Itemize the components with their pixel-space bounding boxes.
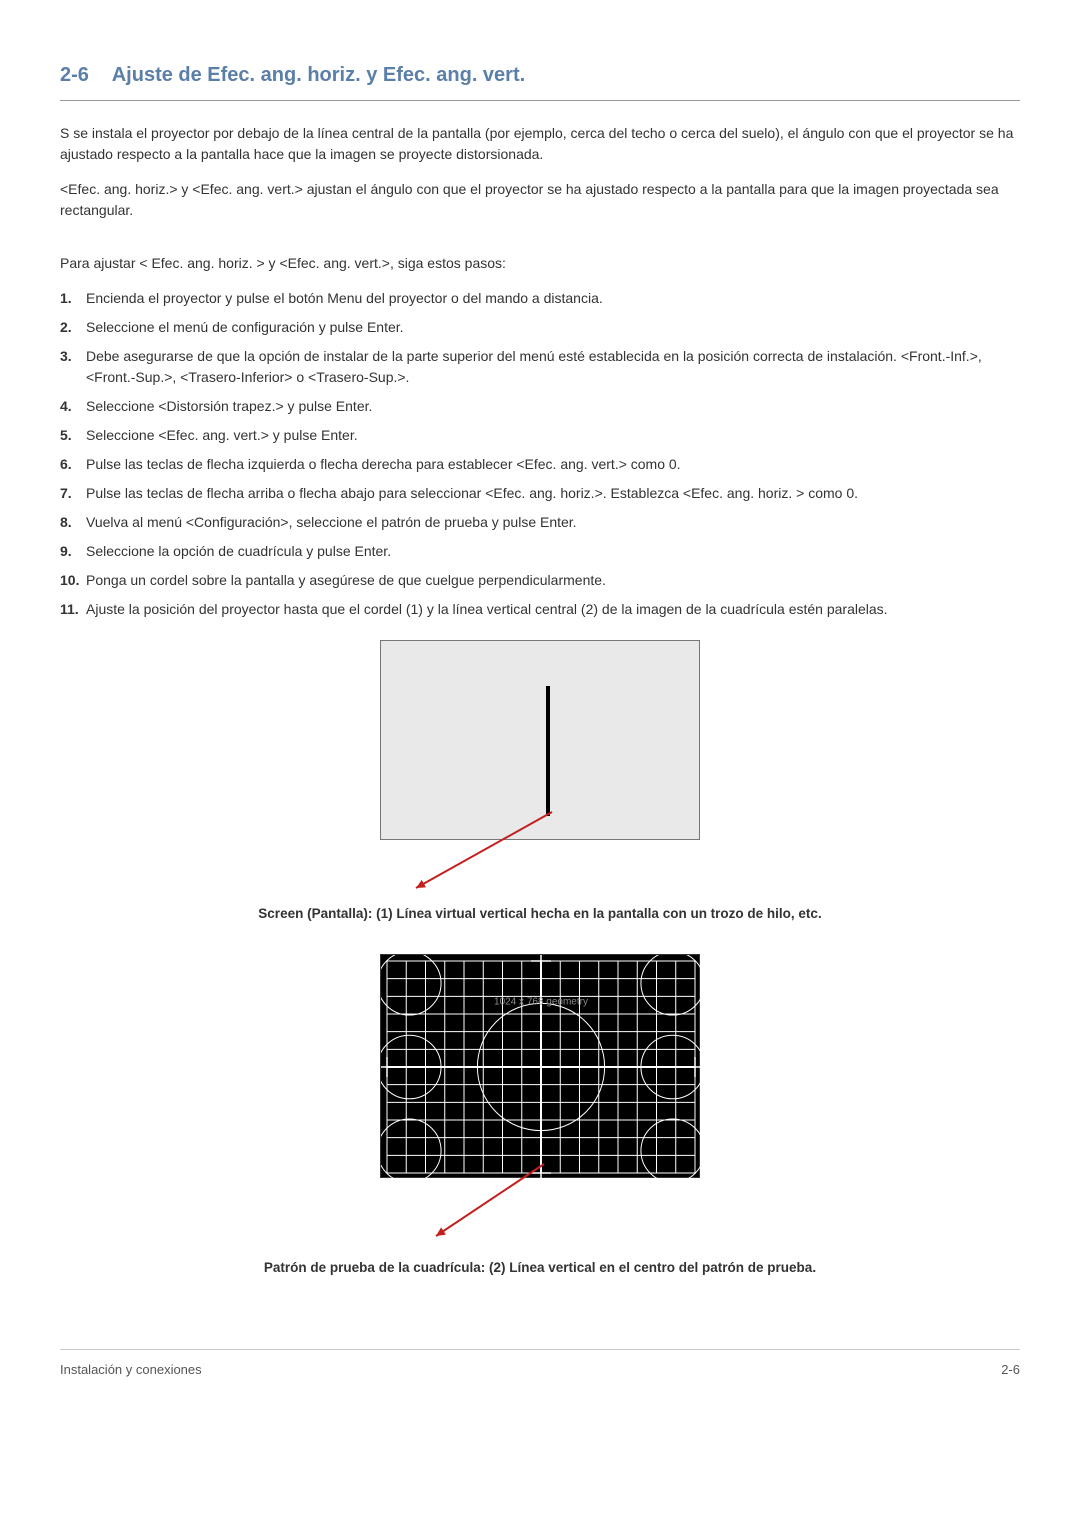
step-text: Seleccione el menú de configuración y pu…: [86, 317, 1020, 338]
step-number: 8.: [60, 512, 86, 533]
figure-1-container: [60, 640, 1020, 890]
step-number: 1.: [60, 288, 86, 309]
step-text: Seleccione <Distorsión trapez.> y pulse …: [86, 396, 1020, 417]
figure-1-caption: Screen (Pantalla): (1) Línea virtual ver…: [60, 904, 1020, 924]
intro-paragraph-2: <Efec. ang. horiz.> y <Efec. ang. vert.>…: [60, 179, 1020, 221]
step-number: 10.: [60, 570, 86, 591]
footer-right: 2-6: [1001, 1360, 1020, 1380]
step-number: 7.: [60, 483, 86, 504]
section-title: Ajuste de Efec. ang. horiz. y Efec. ang.…: [112, 64, 525, 86]
step-item: 1.Encienda el proyector y pulse el botón…: [60, 288, 1020, 309]
step-item: 2.Seleccione el menú de configuración y …: [60, 317, 1020, 338]
section-heading: 2-6 Ajuste de Efec. ang. horiz. y Efec. …: [60, 60, 1020, 101]
step-text: Pulse las teclas de flecha izquierda o f…: [86, 454, 1020, 475]
figure-1: [380, 640, 700, 890]
step-item: 5.Seleccione <Efec. ang. vert.> y pulse …: [60, 425, 1020, 446]
step-text: Seleccione la opción de cuadrícula y pul…: [86, 541, 1020, 562]
step-number: 4.: [60, 396, 86, 417]
step-item: 11.Ajuste la posición del proyector hast…: [60, 599, 1020, 620]
step-item: 3.Debe asegurarse de que la opción de in…: [60, 346, 1020, 388]
step-number: 9.: [60, 541, 86, 562]
step-item: 4.Seleccione <Distorsión trapez.> y puls…: [60, 396, 1020, 417]
intro-paragraph-3: Para ajustar < Efec. ang. horiz. > y <Ef…: [60, 253, 1020, 274]
figure-2-arrow-svg: [380, 954, 700, 1254]
step-text: Debe asegurarse de que la opción de inst…: [86, 346, 1020, 388]
page-footer: Instalación y conexiones 2-6: [60, 1349, 1020, 1380]
step-text: Ajuste la posición del proyector hasta q…: [86, 599, 1020, 620]
intro-paragraph-1: S se instala el proyector por debajo de …: [60, 123, 1020, 165]
step-text: Encienda el proyector y pulse el botón M…: [86, 288, 1020, 309]
figure-2-container: 1024 x 768 geometry: [60, 954, 1020, 1244]
step-item: 7.Pulse las teclas de flecha arriba o fl…: [60, 483, 1020, 504]
step-item: 8.Vuelva al menú <Configuración>, selecc…: [60, 512, 1020, 533]
step-text: Vuelva al menú <Configuración>, seleccio…: [86, 512, 1020, 533]
figure-2-caption: Patrón de prueba de la cuadrícula: (2) L…: [60, 1258, 1020, 1278]
step-number: 11.: [60, 599, 86, 620]
step-item: 10.Ponga un cordel sobre la pantalla y a…: [60, 570, 1020, 591]
step-text: Seleccione <Efec. ang. vert.> y pulse En…: [86, 425, 1020, 446]
footer-left: Instalación y conexiones: [60, 1360, 202, 1380]
steps-list: 1.Encienda el proyector y pulse el botón…: [60, 288, 1020, 620]
section-number: 2-6: [60, 64, 89, 86]
step-text: Pulse las teclas de flecha arriba o flec…: [86, 483, 1020, 504]
step-number: 3.: [60, 346, 86, 367]
step-number: 2.: [60, 317, 86, 338]
step-item: 6.Pulse las teclas de flecha izquierda o…: [60, 454, 1020, 475]
figure-1-arrow-svg: [380, 640, 700, 900]
figure-2: 1024 x 768 geometry: [380, 954, 700, 1244]
step-text: Ponga un cordel sobre la pantalla y aseg…: [86, 570, 1020, 591]
step-number: 6.: [60, 454, 86, 475]
step-number: 5.: [60, 425, 86, 446]
step-item: 9.Seleccione la opción de cuadrícula y p…: [60, 541, 1020, 562]
